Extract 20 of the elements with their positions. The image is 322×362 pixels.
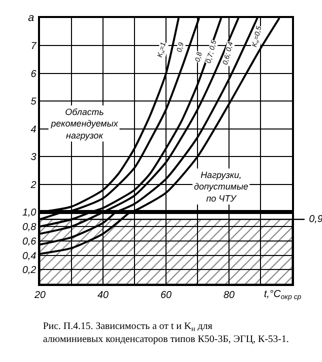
y-tick-label: 1,0 (22, 208, 37, 219)
x-tick-label: 20 (33, 290, 46, 301)
y-tick-label: 0,6 (22, 236, 37, 248)
y-tick-label: 0,8 (22, 222, 37, 234)
y-tick-label: 3 (30, 152, 37, 164)
x-tick-label: 60 (160, 290, 172, 301)
x-tick-label: 80 (223, 290, 235, 301)
y-tick-label: 0,4 (22, 250, 37, 262)
annotation: Нагрузки, допустимые по ЧТУ (194, 170, 248, 204)
y-axis-title: a (28, 12, 34, 24)
y-tick-label: 0,2 (22, 265, 37, 276)
y-tick-label: 7 (30, 41, 37, 52)
y-tick-label: 6 (30, 68, 37, 80)
y-tick-label: 5 (30, 96, 37, 108)
x-tick-label: 40 (97, 290, 109, 301)
annotation: Область рекомендуемых нагрузок (50, 107, 118, 140)
y-tick-label: 4 (30, 124, 37, 136)
text: Рис. П.4.15. Зависимость a от t и K$_{н}$ для алюминиевых конденсаторов типов К50-3Б, ЭГЦ, К-53-1. (43, 321, 289, 345)
y-tick-label: 2 (30, 180, 37, 191)
x-axis-title: t,°C$_{окр ср}$ (264, 289, 302, 302)
